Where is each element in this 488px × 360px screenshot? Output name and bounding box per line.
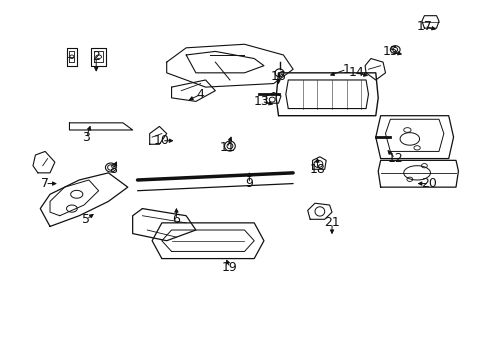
Text: 5: 5 (82, 213, 90, 226)
Text: 12: 12 (386, 152, 402, 165)
Text: 4: 4 (196, 88, 204, 101)
Text: 1: 1 (342, 63, 350, 76)
Text: 18: 18 (309, 163, 325, 176)
Text: 17: 17 (416, 20, 431, 33)
Text: 11: 11 (219, 141, 235, 154)
Text: 19: 19 (222, 261, 237, 274)
Text: 8: 8 (109, 163, 117, 176)
Text: 15: 15 (382, 45, 398, 58)
Text: 10: 10 (154, 134, 169, 147)
Text: 14: 14 (348, 66, 364, 79)
Text: 16: 16 (270, 70, 286, 83)
Text: 20: 20 (421, 177, 436, 190)
Text: 9: 9 (245, 177, 253, 190)
Text: 13: 13 (253, 95, 269, 108)
Text: 21: 21 (324, 216, 339, 229)
Text: 3: 3 (82, 131, 90, 144)
Text: 7: 7 (41, 177, 49, 190)
Text: 2: 2 (92, 50, 100, 63)
Text: 6: 6 (172, 213, 180, 226)
